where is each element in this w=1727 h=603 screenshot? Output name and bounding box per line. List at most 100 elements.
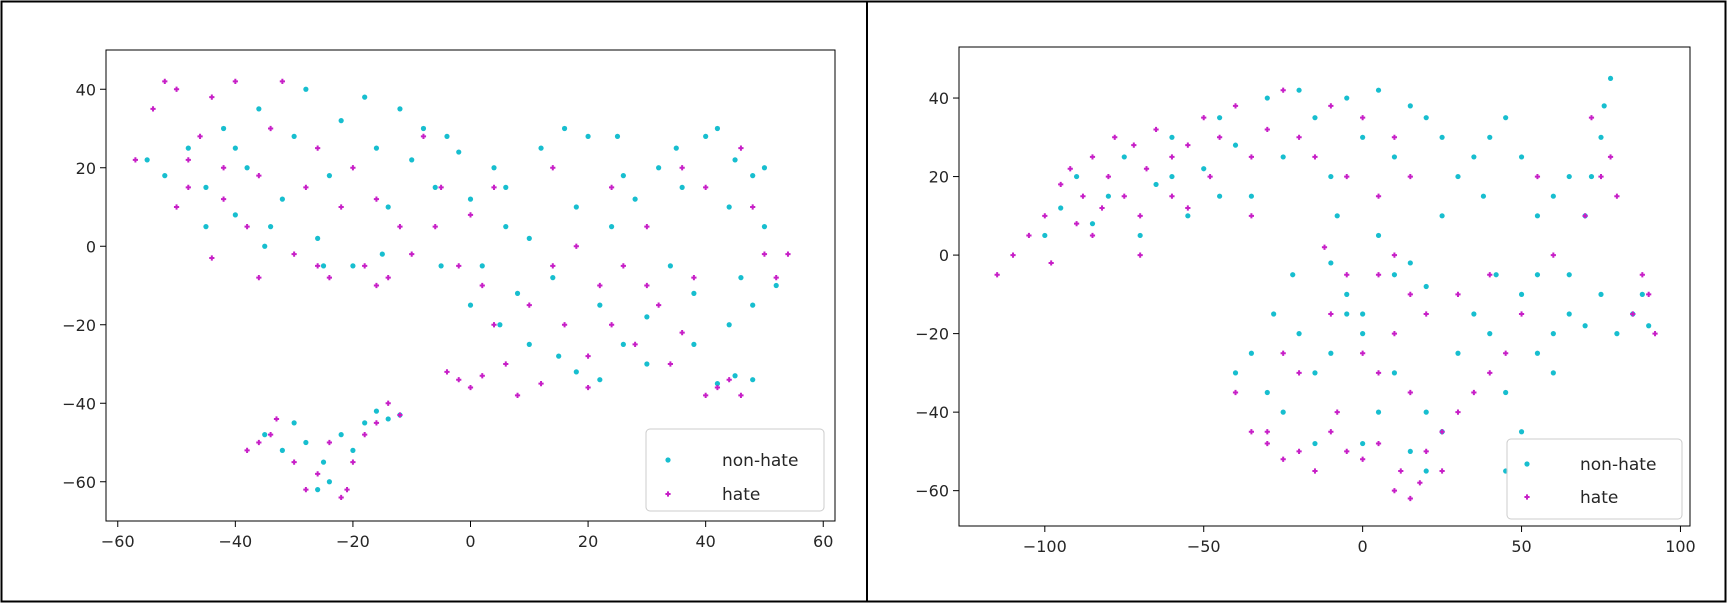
left-point-non-hate <box>732 373 738 379</box>
left-point-hate <box>738 145 744 151</box>
right-point-non-hate <box>1058 205 1064 211</box>
right-point-non-hate <box>1503 115 1509 121</box>
right-point-non-hate <box>1566 173 1572 180</box>
left-point-hate <box>173 86 180 92</box>
left-point-hate <box>503 361 509 367</box>
right-point-non-hate <box>1423 283 1429 290</box>
right-point-hate <box>1296 448 1302 455</box>
left-point-non-hate <box>262 432 268 438</box>
left-point-non-hate <box>350 263 356 269</box>
right-point-hate <box>1280 456 1286 462</box>
right-point-non-hate <box>1487 134 1493 140</box>
left-point-hate <box>385 400 391 406</box>
left-point-hate <box>373 196 380 202</box>
left-point-non-hate <box>444 133 450 139</box>
right-point-hate <box>1375 440 1382 447</box>
right-point-non-hate <box>1312 370 1318 376</box>
left-point-hate <box>538 381 544 387</box>
left-point-hate <box>315 145 321 151</box>
left-point-non-hate <box>279 196 285 202</box>
right-x-ticks: −100 −50 0 50 100 <box>1023 526 1696 556</box>
left-point-hate <box>291 251 297 257</box>
left-point-non-hate <box>550 275 556 281</box>
left-point-non-hate <box>573 204 579 210</box>
right-point-hate <box>994 272 1000 278</box>
left-point-hate <box>256 439 262 446</box>
left-point-hate <box>644 282 650 289</box>
left-point-hate <box>597 282 603 289</box>
left-point-hate <box>644 224 650 230</box>
left-point-non-hate <box>420 125 427 132</box>
left-point-non-hate <box>320 263 327 269</box>
right-point-hate <box>1487 272 1493 278</box>
right-point-non-hate <box>1407 448 1413 455</box>
left-point-non-hate <box>279 447 285 453</box>
left-point-hate <box>291 459 297 465</box>
left-point-non-hate <box>556 353 562 359</box>
right-point-hate <box>1360 456 1366 462</box>
left-y-ticks: −60 −40 −20 0 20 40 <box>62 80 106 492</box>
right-point-hate <box>1375 370 1382 376</box>
left-point-non-hate <box>632 196 638 202</box>
left-point-hate <box>550 165 556 171</box>
left-point-hate <box>338 494 344 501</box>
right-point-non-hate <box>1232 142 1239 148</box>
right-point-non-hate <box>1328 173 1334 180</box>
right-point-hate <box>1280 350 1286 356</box>
left-point-non-hate <box>326 173 333 179</box>
left-point-non-hate <box>268 224 274 230</box>
right-y-tick-label: −40 <box>915 403 949 422</box>
left-point-non-hate <box>379 251 385 257</box>
right-x-tick-label: 50 <box>1511 537 1531 556</box>
left-point-hate <box>691 275 697 281</box>
right-point-hate <box>1391 488 1398 494</box>
right-point-hate <box>1312 468 1318 474</box>
left-legend-marker <box>665 457 671 463</box>
right-point-non-hate <box>1439 134 1445 140</box>
left-point-non-hate <box>644 361 650 367</box>
right-point-hate <box>1439 429 1445 435</box>
right-point-hate <box>1074 221 1080 227</box>
left-point-non-hate <box>315 487 321 493</box>
right-point-non-hate <box>1169 173 1175 180</box>
left-point-hate <box>420 133 427 139</box>
left-point-non-hate <box>514 290 521 296</box>
left-point-non-hate <box>526 235 532 241</box>
right-point-hate <box>1280 87 1286 93</box>
right-point-non-hate <box>1375 232 1382 239</box>
right-point-non-hate <box>1121 154 1127 160</box>
left-point-non-hate <box>679 184 685 190</box>
right-point-non-hate <box>1503 389 1509 396</box>
right-point-non-hate <box>1328 260 1334 266</box>
right-point-non-hate <box>1407 260 1413 266</box>
right-point-non-hate <box>1217 115 1223 121</box>
right-point-hate <box>1607 154 1614 160</box>
right-point-non-hate <box>1280 154 1286 160</box>
right-point-non-hate <box>1264 95 1270 101</box>
right-point-non-hate <box>1391 272 1398 278</box>
right-point-non-hate <box>1290 272 1296 278</box>
right-point-non-hate <box>1423 115 1429 121</box>
left-point-non-hate <box>467 302 474 308</box>
left-point-hate <box>256 275 262 281</box>
right-point-hate <box>1169 154 1175 160</box>
left-point-hate <box>350 459 356 465</box>
left-point-non-hate <box>703 133 709 139</box>
left-point-hate <box>585 384 591 391</box>
left-point-non-hate <box>256 106 262 112</box>
right-point-hate <box>1487 370 1493 376</box>
right-point-hate <box>1232 389 1239 396</box>
right-point-hate <box>1328 103 1334 109</box>
left-point-non-hate <box>714 125 721 132</box>
right-point-hate <box>1588 115 1595 121</box>
left-point-hate <box>338 204 344 210</box>
left-point-non-hate <box>597 377 603 383</box>
right-point-non-hate <box>1296 331 1302 337</box>
left-point-non-hate <box>338 118 344 124</box>
left-point-hate <box>550 263 556 269</box>
left-point-non-hate <box>526 341 532 347</box>
right-point-non-hate <box>1493 272 1499 278</box>
right-legend: non-hate hate <box>1506 438 1683 520</box>
right-point-hate <box>1407 389 1413 396</box>
right-legend-marker <box>1524 461 1530 467</box>
